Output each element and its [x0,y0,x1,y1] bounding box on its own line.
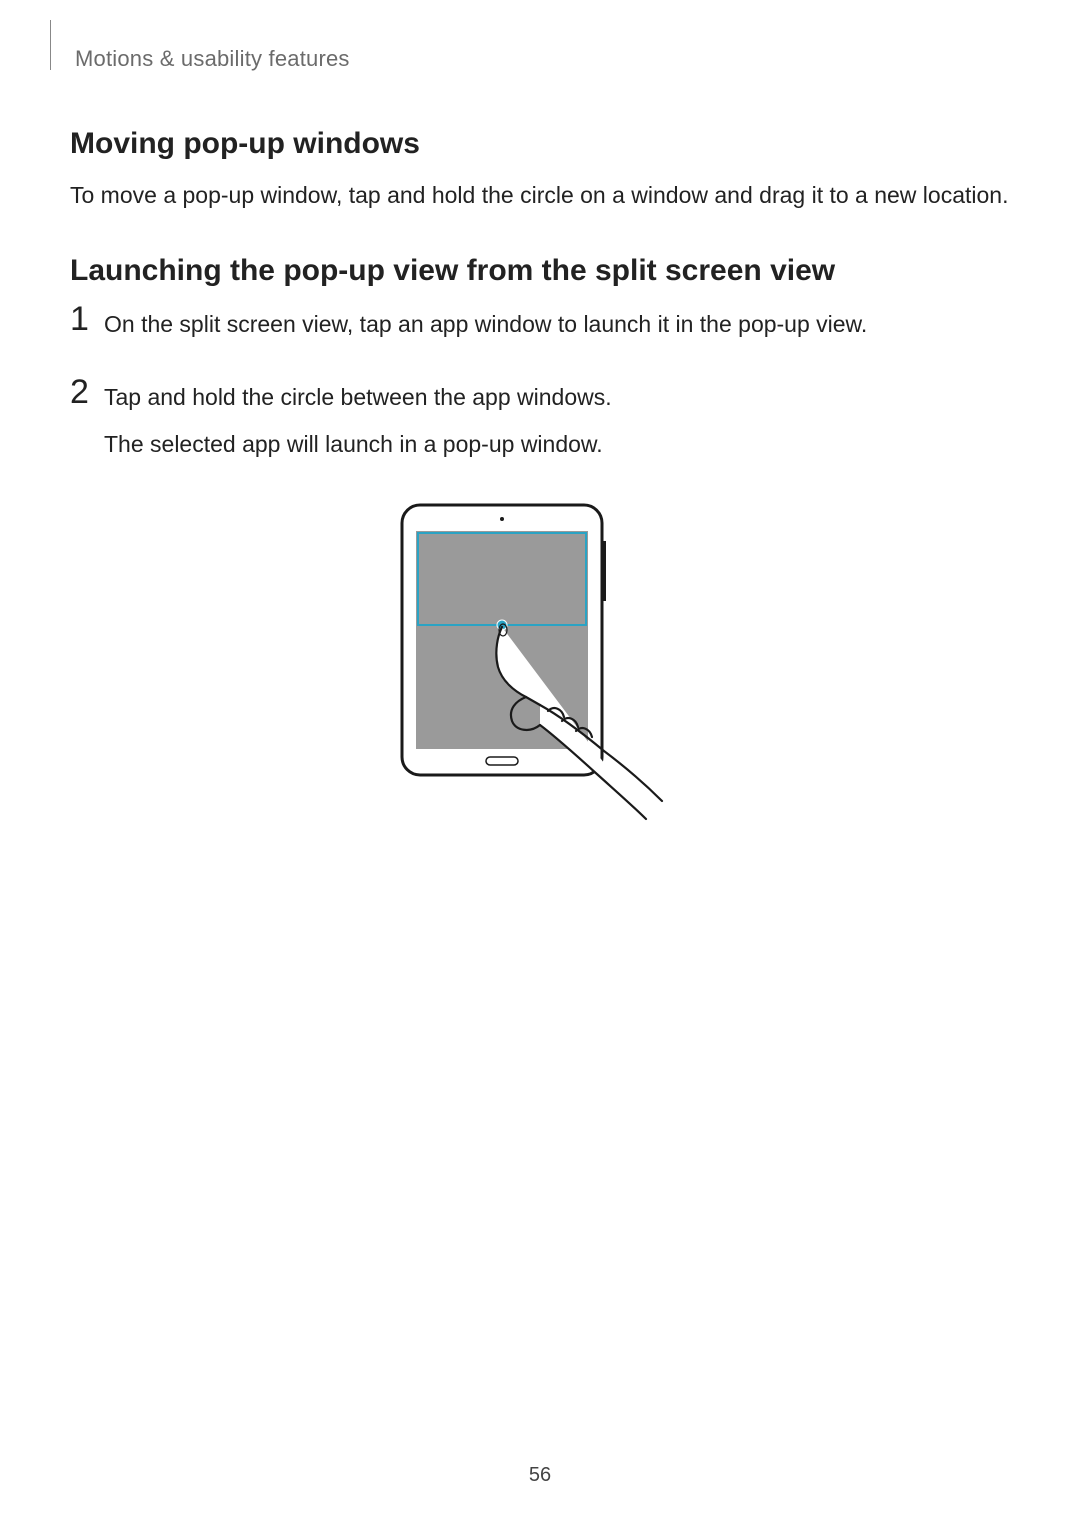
step-line: Tap and hold the circle between the app … [104,379,612,416]
step-body: Tap and hold the circle between the app … [104,379,612,473]
margin-rule [50,20,51,70]
page-number: 56 [0,1464,1080,1487]
step-number: 2 [70,375,104,409]
step-1: 1 On the split screen view, tap an app w… [70,306,1010,353]
page: Motions & usability features Moving pop-… [0,0,1080,1527]
step-number: 1 [70,302,104,336]
figure-wrap [70,501,1010,821]
step-2: 2 Tap and hold the circle between the ap… [70,379,1010,473]
section-title-launching: Launching the pop-up view from the split… [70,254,1010,288]
step-line: On the split screen view, tap an app win… [104,306,867,343]
breadcrumb: Motions & usability features [75,46,1010,72]
section-body-moving: To move a pop-up window, tap and hold th… [70,179,1010,212]
tablet-splitscreen-figure [390,501,690,821]
step-line: The selected app will launch in a pop-up… [104,426,612,463]
section-title-moving: Moving pop-up windows [70,127,1010,161]
step-body: On the split screen view, tap an app win… [104,306,867,353]
step-list: 1 On the split screen view, tap an app w… [70,306,1010,472]
